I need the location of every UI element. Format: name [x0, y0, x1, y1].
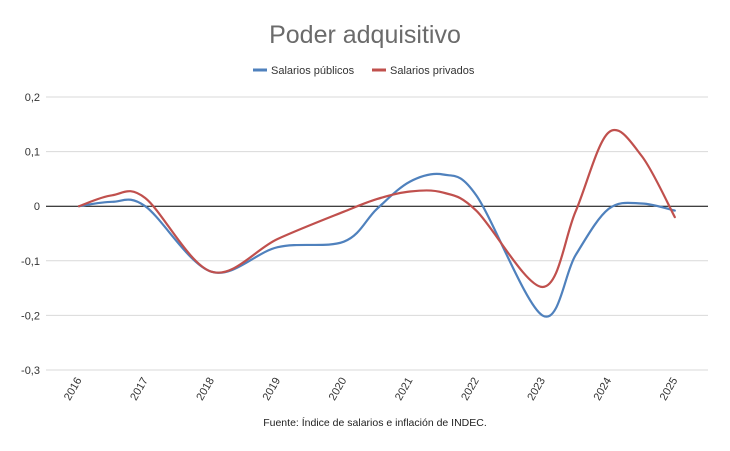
x-tick-label: 2022 — [459, 376, 482, 403]
x-tick-label: 2018 — [194, 376, 217, 403]
y-axis-ticks: 0,2 0,1 0 -0,1 -0,2 -0,3 — [21, 92, 40, 377]
gridlines — [46, 96, 708, 371]
y-tick-label: -0,1 — [21, 256, 40, 268]
y-tick-label: -0,2 — [21, 310, 40, 322]
source-note: Fuente: Índice de salarios e inflación d… — [263, 416, 487, 429]
x-tick-label: 2019 — [261, 376, 284, 403]
series-line-salarios-publicos — [77, 172, 676, 318]
legend-label-salarios-privados: Salarios privados — [390, 65, 475, 77]
x-tick-label: 2024 — [592, 376, 615, 403]
y-tick-label: 0,2 — [25, 92, 40, 104]
y-tick-label: 0 — [34, 201, 40, 213]
x-tick-label: 2025 — [658, 376, 681, 403]
chart-title: Poder adquisitivo — [269, 21, 461, 49]
legend-label-salarios-publicos: Salarios públicos — [271, 65, 355, 77]
series-lines — [77, 129, 676, 318]
y-tick-label: 0,1 — [25, 147, 40, 159]
series-line-salarios-privados — [77, 129, 676, 289]
legend: Salarios públicos Salarios privados — [253, 65, 475, 77]
y-tick-label: -0,3 — [21, 365, 40, 377]
x-tick-label: 2020 — [327, 376, 350, 403]
x-tick-label: 2017 — [128, 376, 151, 403]
x-tick-label: 2016 — [62, 376, 85, 403]
x-tick-label: 2021 — [393, 376, 416, 403]
x-tick-label: 2023 — [525, 376, 548, 403]
x-axis-ticks: 2016 2017 2018 2019 2020 2021 2022 2023 2024 2025 — [62, 376, 680, 403]
